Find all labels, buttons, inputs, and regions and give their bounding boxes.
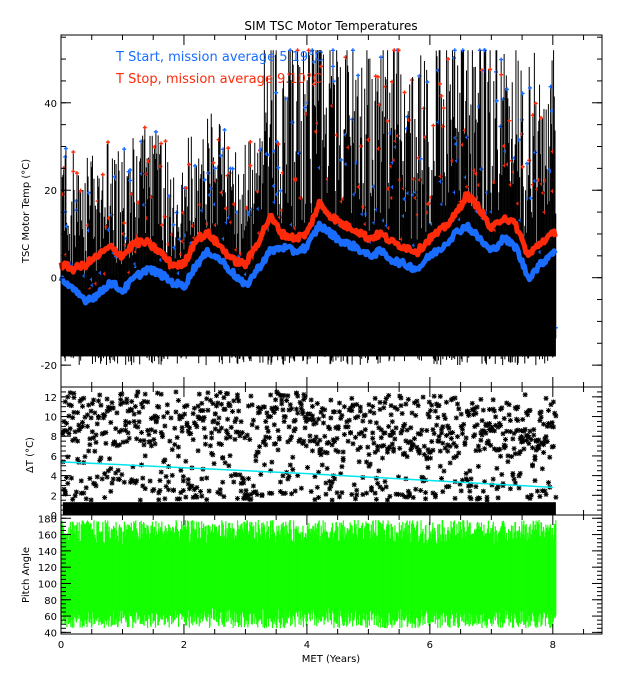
x-tick-label: 4: [304, 640, 310, 651]
x-axis-label: MET (Years): [302, 654, 361, 665]
y-tick-label: 4: [51, 472, 57, 483]
temperature-legend-stop: T Stop, mission average 9.10°C: [115, 72, 322, 87]
pitch-axes-frame: [60, 514, 603, 635]
pitch-y-ticks: 40 60 80 100 120 140 160 180: [38, 514, 602, 639]
y-tick-label: 160: [38, 531, 57, 542]
y-tick-label: 0: [51, 274, 57, 285]
y-tick-label: 8: [51, 432, 57, 443]
chart-title: SIM TSC Motor Temperatures: [244, 19, 417, 33]
temperature-panel: -20 0 20 40 T Start, mission average 5.19°C…: [21, 34, 603, 388]
y-tick-label: -20: [41, 361, 57, 372]
delta-t-y-label: ΔT (°C): [25, 437, 36, 473]
y-tick-label: 180: [38, 514, 57, 525]
y-tick-label: 80: [44, 596, 57, 607]
x-axis-ticks: 0 2 4 6 8: [58, 35, 585, 651]
y-tick-label: 60: [44, 612, 57, 623]
y-tick-label: 40: [44, 628, 57, 639]
pitch-panel: 40 60 80 100 120 140 160 180 Pitch Angle: [21, 514, 603, 639]
y-tick-label: 140: [38, 547, 57, 558]
y-tick-label: 40: [44, 99, 57, 110]
y-tick-label: 120: [38, 563, 57, 574]
temperature-data: [58, 48, 558, 366]
delta-t-panel: 0 2 4 6 8 10 12 ΔT (°C): [25, 386, 603, 522]
delta-t-y-ticks: 0 2 4 6 8 10 12: [44, 386, 602, 522]
y-tick-label: 100: [38, 579, 57, 590]
x-tick-label: 2: [181, 640, 187, 651]
temperature-legend-start: T Start, mission average 5.19°C: [115, 50, 324, 65]
pitch-y-label: Pitch Angle: [21, 547, 32, 603]
x-tick-label: 6: [427, 640, 433, 651]
y-tick-label: 20: [44, 186, 57, 197]
y-tick-label: 6: [51, 452, 57, 463]
y-tick-label: 0: [51, 511, 57, 522]
delta-t-data: [60, 389, 559, 515]
temperature-y-label: TSC Motor Temp (°C): [21, 159, 32, 264]
y-tick-label: 10: [44, 413, 57, 424]
pitch-data: [60, 519, 557, 629]
y-tick-label: 12: [44, 393, 57, 404]
x-tick-label: 0: [58, 640, 64, 651]
temperature-y-ticks: -20 0 20 40: [41, 36, 602, 388]
x-tick-label: 8: [550, 640, 556, 651]
y-tick-label: 2: [51, 491, 57, 502]
